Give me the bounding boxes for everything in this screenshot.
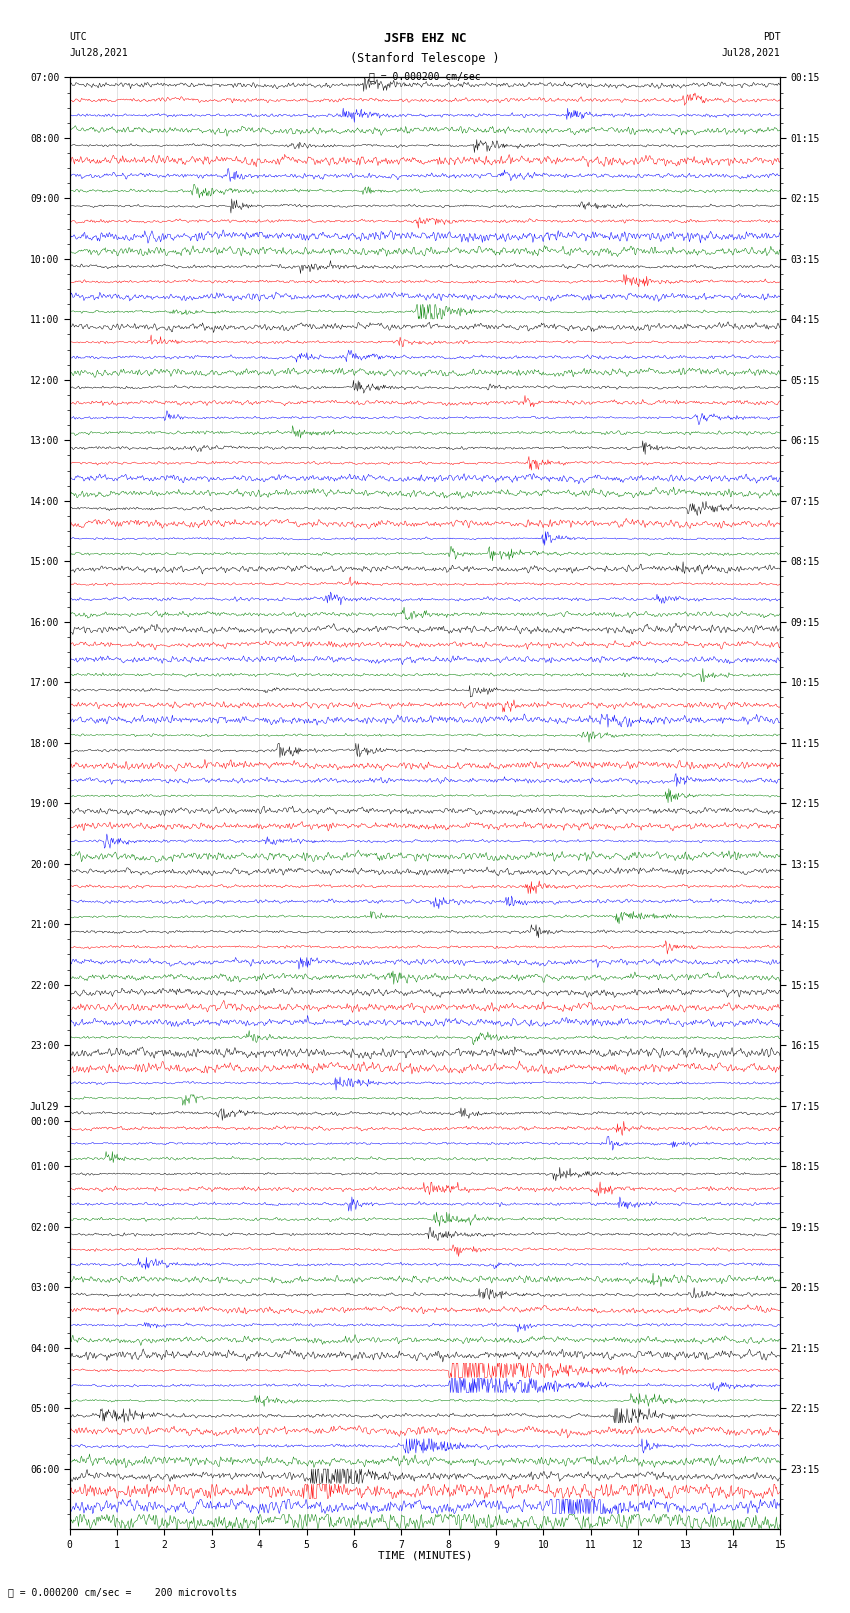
Text: JSFB EHZ NC: JSFB EHZ NC (383, 32, 467, 45)
Text: Jul28,2021: Jul28,2021 (722, 48, 780, 58)
Text: (Stanford Telescope ): (Stanford Telescope ) (350, 52, 500, 65)
X-axis label: TIME (MINUTES): TIME (MINUTES) (377, 1552, 473, 1561)
Text: ⎸ = 0.000200 cm/sec: ⎸ = 0.000200 cm/sec (369, 71, 481, 81)
Text: PDT: PDT (762, 32, 780, 42)
Text: Jul28,2021: Jul28,2021 (70, 48, 128, 58)
Text: ⎸ = 0.000200 cm/sec =    200 microvolts: ⎸ = 0.000200 cm/sec = 200 microvolts (8, 1587, 238, 1597)
Text: UTC: UTC (70, 32, 88, 42)
